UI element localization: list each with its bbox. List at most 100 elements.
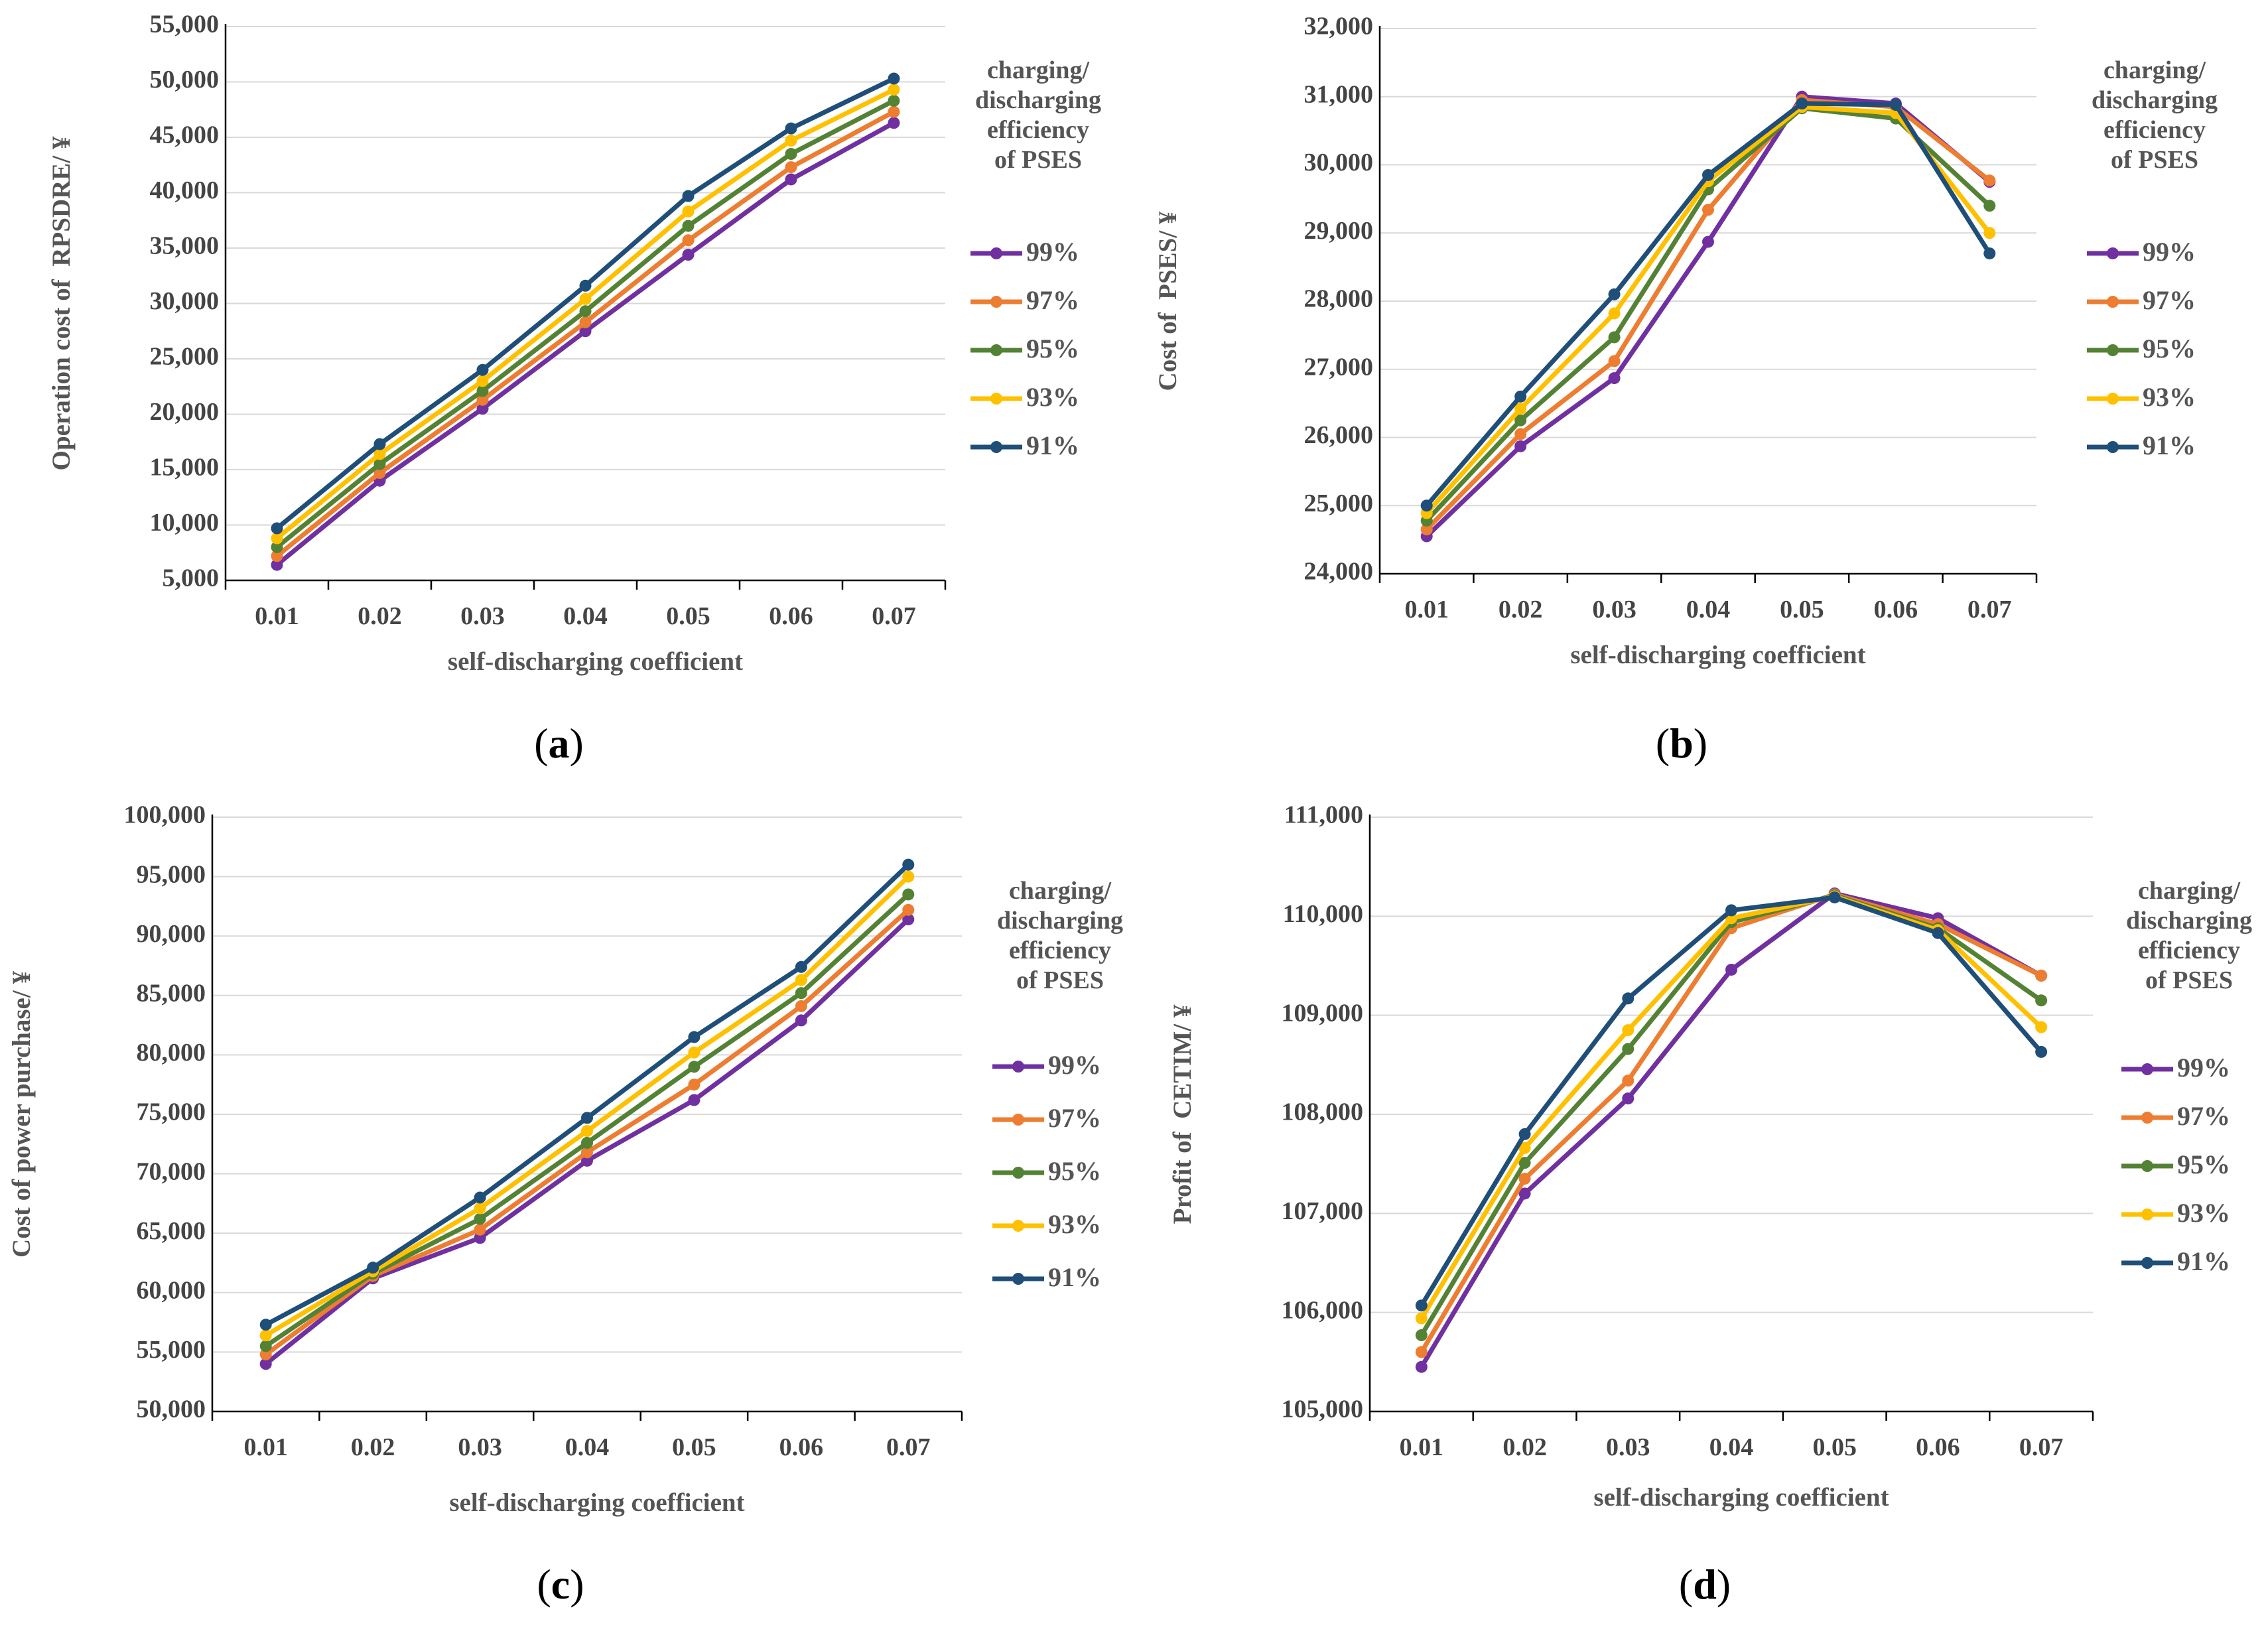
data-point	[373, 448, 386, 460]
legend-title-line: of PSES	[994, 146, 1082, 174]
y-tick-label: 60,000	[137, 1277, 206, 1305]
x-tick-label: 0.05	[1812, 1433, 1857, 1461]
panel-label: (c)	[537, 1561, 584, 1608]
legend-title-line: discharging	[2126, 907, 2252, 935]
panel-letter: d	[1693, 1561, 1717, 1608]
series-line-97pct	[1419, 892, 2042, 1354]
y-tick-label: 100,000	[124, 801, 206, 829]
legend-title-line: charging/	[2103, 56, 2206, 84]
data-point	[1608, 288, 1621, 300]
legend-label: 99%	[1048, 1050, 1101, 1080]
legend-swatch-marker	[1012, 1167, 1024, 1179]
chart-panel-d: 105,000 106,000 107,000 108,000 109,000 110,0…	[1168, 801, 2252, 1608]
data-point	[1514, 390, 1527, 403]
data-point	[682, 190, 695, 202]
data-point	[1420, 523, 1433, 536]
y-tick-label: 5,000	[163, 564, 220, 592]
data-point	[1415, 1299, 1428, 1312]
data-point	[1514, 403, 1527, 415]
x-tick-label: 0.03	[1606, 1433, 1650, 1461]
data-point	[1983, 227, 1996, 239]
data-point	[1518, 1142, 1531, 1154]
x-tick-label: 0.07	[1968, 596, 2012, 623]
x-tick-label: 0.01	[255, 602, 299, 630]
data-point	[795, 960, 807, 973]
data-point	[1415, 1360, 1428, 1373]
legend-title-line: efficiency	[2103, 116, 2206, 144]
data-point	[1702, 235, 1714, 248]
data-point	[476, 363, 489, 376]
y-tick-label: 105,000	[1282, 1396, 1364, 1423]
legend-label: 91%	[2143, 430, 2196, 460]
y-tick-label: 106,000	[1282, 1296, 1364, 1324]
y-tick-label: 95,000	[137, 860, 206, 888]
panel-letter: b	[1670, 720, 1694, 767]
series-line-93pct	[264, 875, 910, 1338]
data-point	[373, 458, 386, 470]
legend-swatch-marker	[2107, 247, 2119, 259]
data-point	[1796, 98, 1808, 110]
x-tick-label: 0.01	[1404, 596, 1449, 623]
data-point	[1514, 414, 1527, 426]
y-axis-title: Operation cost of RPSDRE/ ¥	[47, 136, 76, 470]
data-point	[1518, 1187, 1531, 1200]
y-tick-label: 30,000	[150, 287, 220, 315]
y-axis-title: Cost of power purchase/ ¥	[7, 971, 36, 1258]
data-point	[888, 72, 900, 85]
panel-label: (a)	[534, 720, 584, 767]
data-point	[581, 1154, 593, 1167]
x-tick-label: 0.04	[1709, 1433, 1754, 1461]
data-point	[1608, 331, 1621, 344]
data-point	[476, 375, 489, 387]
x-tick-label: 0.06	[769, 602, 813, 630]
data-point	[271, 532, 283, 545]
data-point	[688, 1031, 700, 1043]
legend-swatch-marker	[990, 247, 1002, 259]
panel-letter: a	[549, 720, 570, 767]
data-point	[474, 1232, 486, 1244]
data-point	[581, 1137, 593, 1149]
data-point	[688, 1079, 700, 1091]
data-point	[259, 1319, 272, 1331]
chart-panel-a: 5,000 10,000 15,000 20,000 25,000 30,000 35,00…	[47, 11, 1101, 767]
legend-swatch-marker	[2107, 393, 2119, 405]
x-axis-title: self-discharging coefficient	[448, 647, 743, 676]
legend-swatch-marker	[1012, 1061, 1024, 1073]
data-point	[259, 1340, 272, 1352]
y-tick-label: 25,000	[150, 343, 220, 371]
x-axis-title: self-discharging coefficient	[1593, 1483, 1889, 1512]
y-tick-label: 20,000	[150, 398, 220, 426]
x-tick-label: 0.04	[563, 602, 608, 630]
legend-title-line: efficiency	[2138, 937, 2240, 964]
legend-swatch-marker	[2107, 344, 2119, 356]
data-point	[785, 135, 797, 147]
x-tick-label: 0.04	[1686, 596, 1731, 623]
data-point	[259, 1358, 272, 1370]
y-tick-label: 50,000	[137, 1396, 206, 1423]
data-point	[474, 1223, 486, 1236]
data-point	[888, 117, 900, 129]
y-tick-label: 50,000	[150, 66, 220, 94]
legend-label: 93%	[2143, 382, 2196, 412]
data-point	[476, 385, 489, 397]
x-tick-label: 0.07	[886, 1433, 931, 1461]
data-point	[579, 325, 592, 338]
y-tick-label: 45,000	[150, 121, 220, 149]
x-tick-label: 0.05	[666, 602, 710, 630]
data-point	[1622, 1092, 1634, 1105]
x-tick-label: 0.02	[358, 602, 402, 630]
legend-swatch-marker	[2141, 1160, 2153, 1172]
data-point	[1622, 1075, 1634, 1087]
x-tick-label: 0.02	[1499, 596, 1543, 623]
data-point	[1725, 904, 1737, 917]
data-point	[1608, 372, 1621, 385]
data-point	[888, 94, 900, 107]
legend-label: 93%	[1048, 1209, 1101, 1239]
y-tick-label: 15,000	[150, 454, 220, 482]
data-point	[1828, 891, 1841, 903]
legend-label: 91%	[2177, 1246, 2230, 1276]
legend-swatch-marker	[2107, 296, 2119, 308]
series-line-99pct	[1425, 94, 1991, 539]
y-tick-label: 24,000	[1304, 558, 1374, 586]
